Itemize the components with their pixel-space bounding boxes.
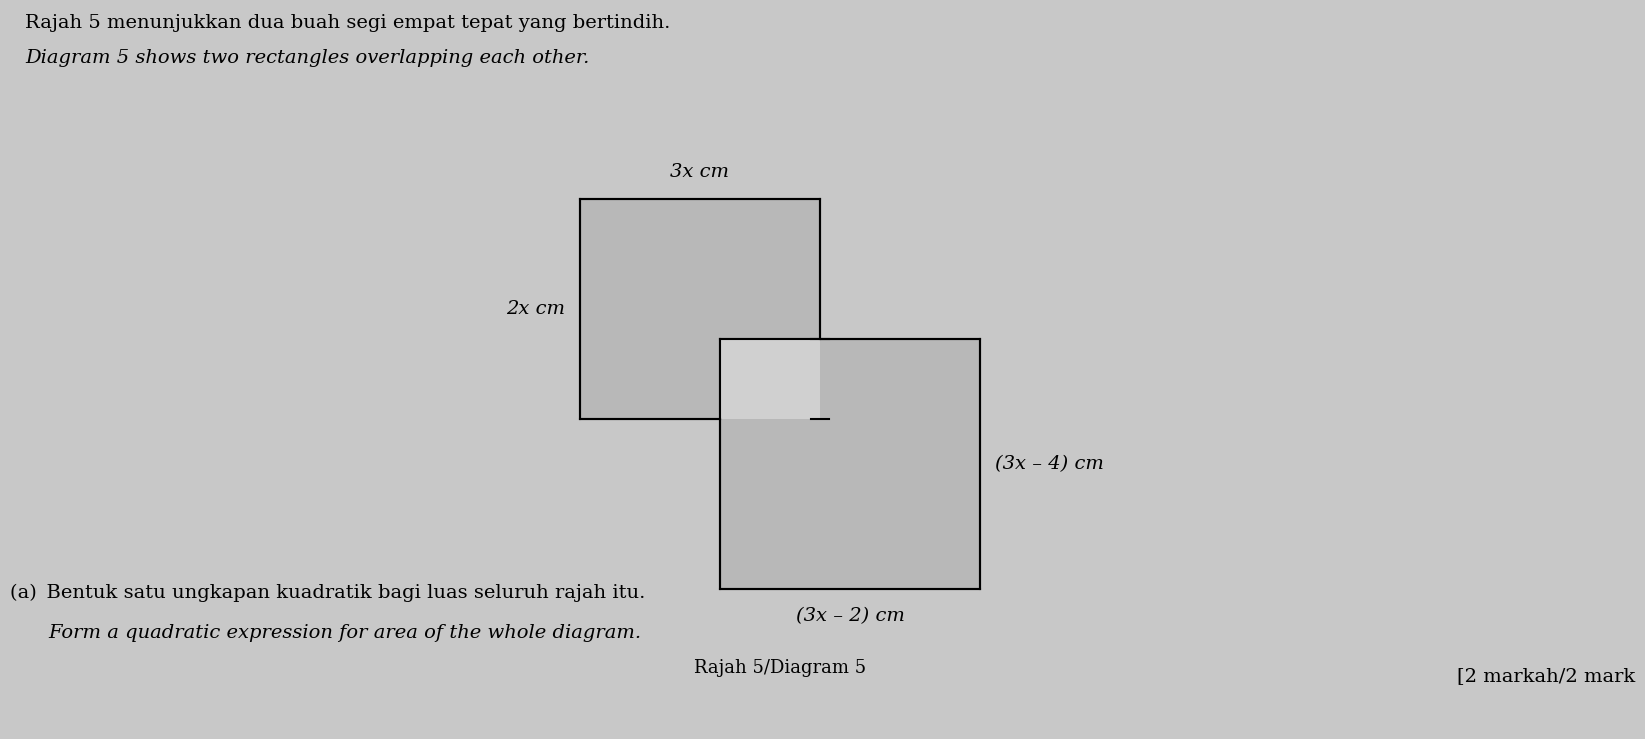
- Bar: [721, 339, 819, 419]
- Text: (3x – 4) cm: (3x – 4) cm: [995, 455, 1104, 473]
- Text: 3x cm: 3x cm: [671, 163, 729, 181]
- Bar: [721, 339, 980, 589]
- Text: Rajah 5/Diagram 5: Rajah 5/Diagram 5: [694, 659, 865, 677]
- Text: 2x cm: 2x cm: [507, 300, 564, 318]
- Text: Rajah 5 menunjukkan dua buah segi empat tepat yang bertindih.: Rajah 5 menunjukkan dua buah segi empat …: [25, 14, 671, 32]
- Text: Diagram 5 shows two rectangles overlapping each other.: Diagram 5 shows two rectangles overlappi…: [25, 49, 589, 67]
- Text: (a) Bentuk satu ungkapan kuadratik bagi luas seluruh rajah itu.: (a) Bentuk satu ungkapan kuadratik bagi …: [10, 584, 645, 602]
- Text: (3x – 2) cm: (3x – 2) cm: [796, 607, 905, 625]
- Text: Form a quadratic expression for area of the whole diagram.: Form a quadratic expression for area of …: [10, 624, 642, 642]
- Text: [2 markah/2 mark: [2 markah/2 mark: [1457, 667, 1635, 685]
- Bar: [581, 199, 819, 419]
